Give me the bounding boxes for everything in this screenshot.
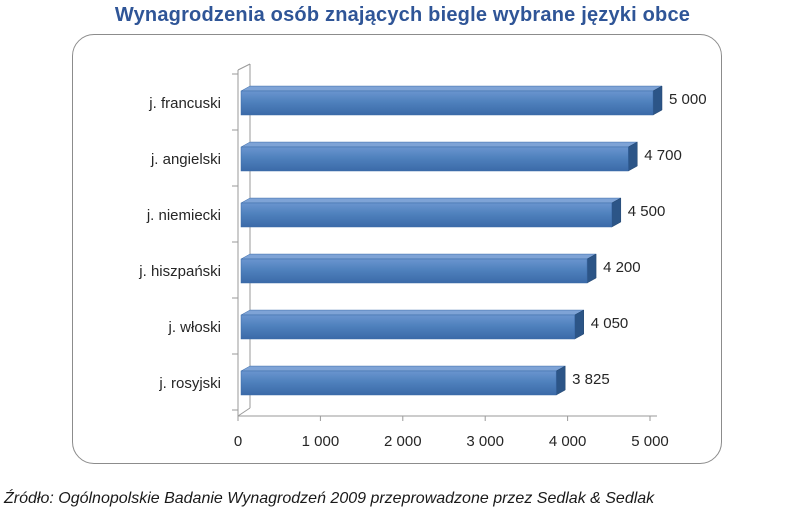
- bar: [240, 141, 638, 172]
- value-label: 4 700: [644, 147, 682, 164]
- value-label: 3 825: [572, 371, 610, 388]
- value-label: 4 500: [628, 203, 666, 220]
- bar-side-face: [611, 197, 622, 228]
- bar: [240, 365, 566, 396]
- chart-bars: [240, 85, 663, 396]
- x-tick-label: 0: [234, 433, 242, 450]
- category-label: j. włoski: [167, 319, 221, 336]
- category-label: j. rosyjski: [158, 375, 221, 392]
- bar-front-face: [240, 202, 613, 228]
- bar-top-face: [240, 85, 663, 92]
- bar: [240, 309, 584, 340]
- bar-side-face: [586, 253, 597, 284]
- bar-front-face: [240, 314, 575, 340]
- x-tick-label: 1 000: [302, 433, 340, 450]
- x-tick-label: 2 000: [384, 433, 422, 450]
- floor-connector: [237, 407, 251, 417]
- x-tick-label: 5 000: [631, 433, 669, 450]
- value-label: 5 000: [669, 91, 707, 108]
- bar: [240, 197, 622, 228]
- bar: [240, 85, 663, 116]
- bar-top-face: [240, 141, 638, 148]
- x-tick-label: 3 000: [466, 433, 504, 450]
- x-tick-label: 4 000: [549, 433, 587, 450]
- chart-title: Wynagrodzenia osób znających biegle wybr…: [114, 4, 691, 26]
- bar: [240, 253, 597, 284]
- bar-front-face: [240, 258, 588, 284]
- bar-side-face: [574, 309, 584, 340]
- bar-front-face: [240, 370, 557, 396]
- category-label: j. angielski: [150, 151, 221, 168]
- bar-side-face: [628, 141, 638, 172]
- chart-labels: 0 1 000 2 000 3 000 4 000 5 000 j. francuski 5 …: [138, 91, 706, 450]
- bar-side-face: [555, 365, 566, 396]
- bar-top-face: [240, 253, 597, 260]
- category-label: j. francuski: [148, 95, 221, 112]
- bar-top-face: [240, 197, 621, 204]
- bar-front-face: [240, 90, 654, 116]
- value-label: 4 200: [603, 259, 641, 276]
- category-label: j. niemiecki: [146, 207, 221, 224]
- bar-top-face: [240, 365, 566, 372]
- y-axis-top-connector: [237, 63, 251, 71]
- value-label: 4 050: [591, 315, 629, 332]
- bar-front-face: [240, 146, 629, 172]
- bar-top-face: [240, 309, 584, 316]
- chart-axes: [232, 63, 657, 421]
- source-note: Źródło: Ogólnopolskie Badanie Wynagrodze…: [4, 490, 655, 507]
- category-label: j. hiszpański: [138, 263, 221, 280]
- bar-side-face: [652, 85, 663, 116]
